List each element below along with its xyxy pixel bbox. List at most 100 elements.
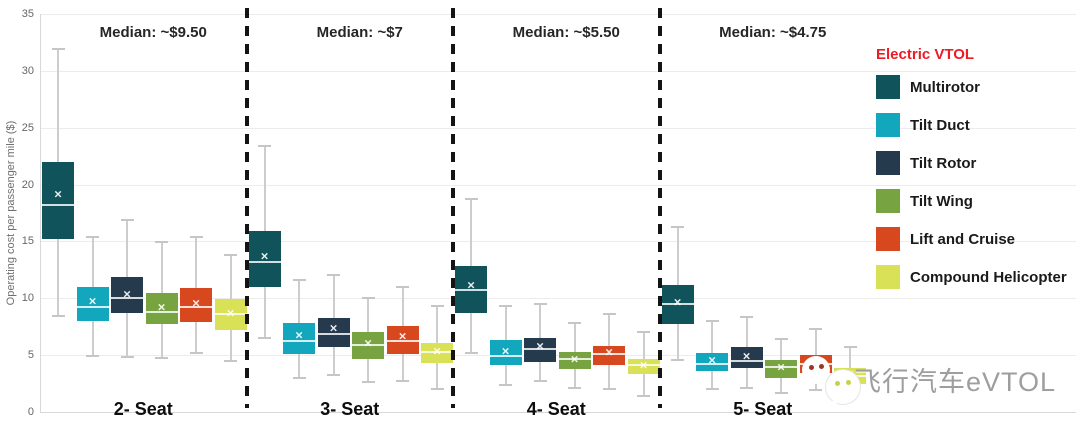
whisker-cap-high	[774, 338, 788, 341]
whisker-cap-low	[51, 315, 65, 318]
box-tilt-rotor	[317, 317, 350, 348]
box-tilt-duct	[283, 323, 315, 354]
mean-marker: ×	[777, 359, 785, 374]
whisker-lower	[573, 368, 576, 387]
legend-swatch-icon	[876, 189, 900, 213]
box-lift-and-cruise	[386, 325, 419, 354]
whisker-lower	[539, 361, 541, 381]
mean-marker: ×	[329, 320, 338, 336]
watermark: 飞行汽车eVTOL	[790, 350, 1080, 414]
whisker-upper	[504, 305, 507, 341]
legend: Electric VTOL Multirotor Tilt Duct Tilt Ro…	[876, 46, 1080, 303]
y-tick-10: 10	[21, 292, 34, 305]
legend-item-multirotor: Multirotor	[876, 75, 1080, 99]
box-tilt-rotor	[730, 347, 763, 368]
whisker-lower	[367, 358, 369, 382]
median-line	[111, 297, 143, 300]
whisker-cap-low	[671, 358, 684, 361]
whisker-cap-low	[396, 380, 409, 383]
y-tick-0: 0	[27, 406, 34, 418]
mean-marker: ×	[123, 286, 131, 302]
mean-marker: ×	[157, 299, 166, 315]
mean-marker: ×	[398, 328, 407, 344]
legend-swatch-icon	[876, 227, 900, 251]
whisker-cap-high	[86, 235, 99, 238]
wechat-bubble-icon	[826, 370, 860, 404]
median-line	[627, 364, 660, 367]
whisker-cap-high	[120, 218, 134, 221]
whisker-cap-high	[533, 302, 547, 305]
wechat-bubble-icon	[802, 356, 830, 384]
box-compound-helicopter	[421, 342, 453, 364]
median-line	[696, 363, 728, 366]
whisker-upper	[814, 327, 817, 356]
whisker-cap-high	[740, 316, 753, 319]
whisker-upper	[229, 253, 232, 300]
whisker-cap-low	[740, 386, 753, 389]
mean-marker: ×	[570, 351, 579, 367]
x-axis-line	[40, 412, 1076, 413]
mean-marker: ×	[433, 343, 441, 359]
group-separator	[451, 8, 455, 408]
whisker-cap-low	[602, 388, 616, 391]
mean-marker: ×	[639, 357, 648, 373]
median-line	[76, 306, 109, 309]
whisker-lower	[642, 374, 645, 395]
whisker-lower	[160, 324, 163, 358]
legend-item-tilt-rotor: Tilt Rotor	[876, 151, 1080, 175]
whisker-lower	[711, 371, 713, 389]
mean-marker: ×	[192, 295, 200, 311]
bubble-eye	[809, 365, 814, 370]
bubble-eye	[835, 381, 840, 386]
gridline-25	[40, 127, 1076, 129]
whisker-cap-high	[843, 346, 857, 349]
whisker-cap-high	[327, 274, 340, 277]
group-label: 3- Seat	[320, 399, 380, 419]
whisker-cap-low	[464, 351, 478, 354]
median-line	[661, 302, 694, 305]
legend-item-label: Lift and Cruise	[910, 230, 1016, 248]
legend-item-label: Tilt Wing	[910, 192, 973, 210]
group-label: 2- Seat	[113, 399, 173, 419]
whisker-cap-high	[602, 313, 616, 316]
whisker-cap-low	[224, 359, 237, 362]
whisker-lower	[504, 365, 507, 384]
whisker-upper	[298, 278, 300, 324]
whisker-upper	[470, 198, 472, 267]
median-line	[214, 313, 247, 316]
mean-marker: ×	[742, 348, 751, 364]
whisker-upper	[539, 302, 541, 339]
legend-swatch-icon	[876, 113, 900, 137]
whisker-cap-high	[637, 331, 650, 334]
whisker-cap-high	[705, 319, 719, 322]
whisker-cap-low	[637, 394, 650, 397]
gridline-10	[40, 298, 1076, 300]
whisker-upper	[711, 319, 713, 353]
median-annotation: Median: ~$9.50	[99, 24, 207, 41]
group-separator	[244, 8, 249, 408]
box-tilt-wing	[145, 292, 178, 325]
box-lift-and-cruise	[593, 346, 625, 366]
gridline-35	[40, 14, 1076, 15]
whisker-cap-low	[120, 356, 134, 359]
box-tilt-rotor	[111, 276, 143, 314]
mean-marker: ×	[364, 335, 372, 351]
whisker-cap-high	[430, 305, 444, 308]
whisker-upper	[745, 316, 748, 348]
whisker-cap-low	[533, 380, 547, 383]
whisker-lower	[470, 313, 472, 352]
whisker-upper	[126, 218, 128, 277]
median-line	[489, 355, 522, 358]
box-multirotor	[42, 161, 74, 240]
median-line	[42, 204, 74, 207]
whisker-upper	[57, 48, 59, 162]
whisker-upper	[263, 144, 266, 232]
whisker-cap-high	[361, 297, 375, 300]
median-line	[524, 348, 556, 351]
mean-marker: ×	[226, 305, 235, 321]
legend-swatch-icon	[876, 75, 900, 99]
group-label: 4- Seat	[526, 399, 586, 419]
legend-swatch-icon	[876, 151, 900, 175]
median-line	[352, 343, 384, 346]
